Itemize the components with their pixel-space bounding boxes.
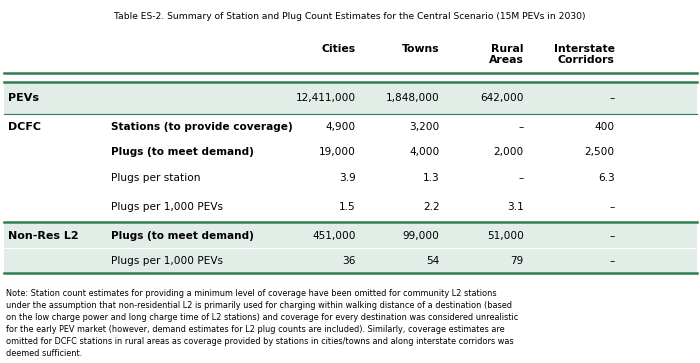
Text: 12,411,000: 12,411,000 [295, 93, 356, 103]
Text: 19,000: 19,000 [318, 147, 356, 157]
Text: Plugs per station: Plugs per station [111, 173, 200, 183]
Text: Towns: Towns [402, 44, 440, 54]
Text: Plugs (to meet demand): Plugs (to meet demand) [111, 147, 253, 157]
Text: DCFC: DCFC [8, 122, 41, 132]
Text: Note: Station count estimates for providing a minimum level of coverage have bee: Note: Station count estimates for provid… [6, 289, 518, 358]
Text: Plugs (to meet demand): Plugs (to meet demand) [111, 231, 253, 241]
Text: Rural
Areas: Rural Areas [489, 44, 524, 65]
Bar [4, 83, 696, 114]
Text: 1.5: 1.5 [339, 202, 356, 212]
Text: –: – [609, 93, 615, 103]
Text: Non-Res L2: Non-Res L2 [8, 231, 79, 241]
Text: –: – [518, 122, 524, 132]
Text: 51,000: 51,000 [486, 231, 524, 241]
Text: 400: 400 [594, 122, 615, 132]
Text: 642,000: 642,000 [480, 93, 524, 103]
Text: –: – [609, 231, 615, 241]
Text: Cities: Cities [321, 44, 356, 54]
Text: 1,848,000: 1,848,000 [386, 93, 440, 103]
Text: 54: 54 [426, 256, 440, 266]
Bar [4, 224, 696, 248]
Text: 2,500: 2,500 [584, 147, 615, 157]
Text: Table ES-2. Summary of Station and Plug Count Estimates for the Central Scenario: Table ES-2. Summary of Station and Plug … [114, 12, 586, 21]
Text: 1.3: 1.3 [423, 173, 440, 183]
Text: 451,000: 451,000 [312, 231, 356, 241]
Text: 3.1: 3.1 [507, 202, 524, 212]
Text: 4,000: 4,000 [410, 147, 440, 157]
Text: 36: 36 [342, 256, 356, 266]
Text: –: – [609, 202, 615, 212]
Text: –: – [609, 256, 615, 266]
Text: 3.9: 3.9 [339, 173, 356, 183]
Text: 6.3: 6.3 [598, 173, 615, 183]
Text: 4,900: 4,900 [326, 122, 356, 132]
Text: Plugs per 1,000 PEVs: Plugs per 1,000 PEVs [111, 202, 223, 212]
Text: Stations (to provide coverage): Stations (to provide coverage) [111, 122, 293, 132]
Text: 79: 79 [510, 256, 524, 266]
Text: –: – [518, 173, 524, 183]
Bar [4, 249, 696, 273]
Text: 2,000: 2,000 [494, 147, 524, 157]
Text: Interstate
Corridors: Interstate Corridors [554, 44, 615, 65]
Text: 3,200: 3,200 [410, 122, 440, 132]
Text: Plugs per 1,000 PEVs: Plugs per 1,000 PEVs [111, 256, 223, 266]
Text: PEVs: PEVs [8, 93, 39, 103]
Text: 2.2: 2.2 [423, 202, 440, 212]
Text: 99,000: 99,000 [402, 231, 440, 241]
